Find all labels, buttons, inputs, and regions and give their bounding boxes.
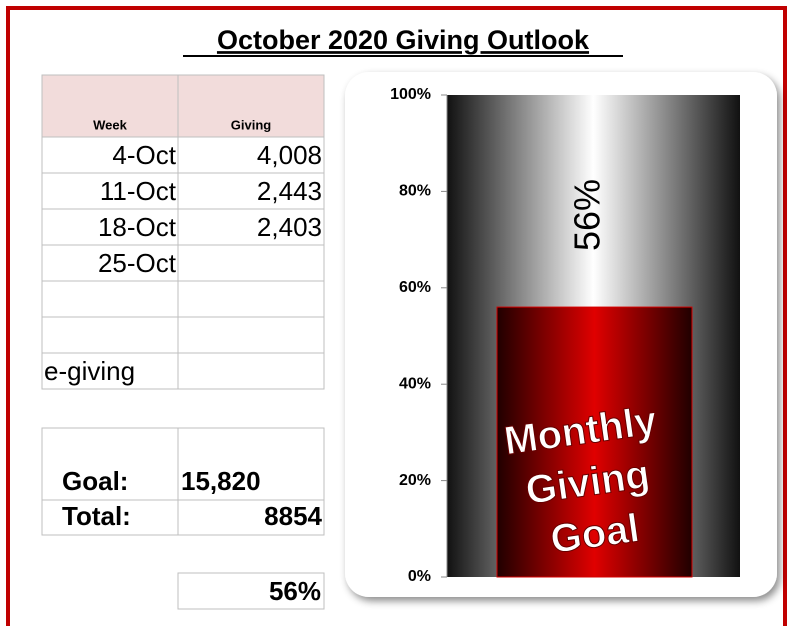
goal-value: 15,820 bbox=[181, 466, 261, 496]
header-cell: Giving bbox=[231, 117, 272, 132]
header-bg bbox=[41, 74, 325, 138]
week-cell: 4-Oct bbox=[112, 140, 176, 170]
week-cell: e-giving bbox=[44, 356, 135, 386]
giving-cell: 2,443 bbox=[257, 176, 322, 206]
summary-box bbox=[41, 427, 325, 536]
cell bbox=[41, 316, 179, 354]
week-cell: 11-Oct bbox=[100, 176, 177, 206]
cell bbox=[177, 244, 325, 282]
annotation-line: Giving bbox=[523, 452, 652, 513]
giving-cell: 4,008 bbox=[257, 140, 322, 170]
percent-value: 56% bbox=[269, 576, 321, 606]
y-tick-label: 20% bbox=[399, 472, 431, 489]
giving-cell: 2,403 bbox=[257, 212, 322, 242]
y-tick-label: 60% bbox=[399, 279, 431, 296]
y-tick-label: 80% bbox=[399, 183, 431, 200]
cell bbox=[177, 316, 325, 354]
cell bbox=[41, 280, 179, 318]
week-cell: 25-Oct bbox=[98, 248, 177, 278]
value-label: 56% bbox=[567, 179, 608, 251]
cell bbox=[177, 352, 325, 390]
title: October 2020 Giving Outlook bbox=[217, 25, 590, 55]
frame bbox=[6, 6, 787, 626]
y-tick-label: 40% bbox=[399, 375, 431, 392]
week-cell: 18-Oct bbox=[98, 212, 177, 242]
total-value: 8854 bbox=[264, 501, 322, 531]
total-label: Total: bbox=[62, 501, 131, 531]
goal-label: Goal: bbox=[62, 466, 128, 496]
bar bbox=[496, 306, 693, 578]
y-tick-label: 100% bbox=[390, 86, 431, 103]
cell bbox=[177, 280, 325, 318]
percent-cell bbox=[177, 572, 325, 610]
header-cell: Week bbox=[93, 117, 127, 132]
y-tick-label: 0% bbox=[408, 568, 431, 585]
